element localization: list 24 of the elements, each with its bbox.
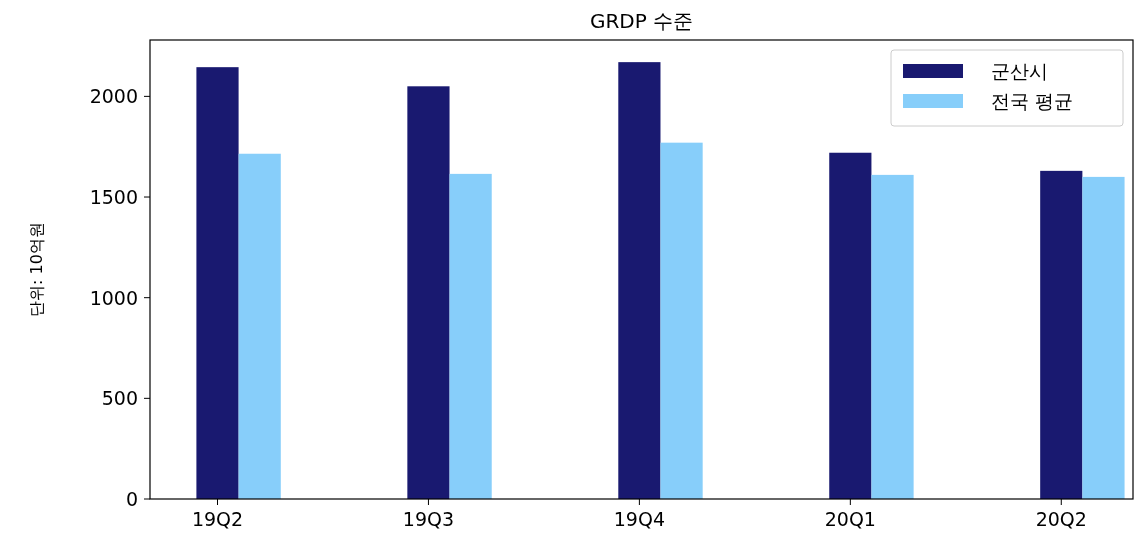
bar xyxy=(871,174,914,499)
chart-title: GRDP 수준 xyxy=(589,9,694,33)
x-tick-label: 19Q4 xyxy=(613,508,666,530)
bar xyxy=(618,62,661,499)
y-tick-label: 1000 xyxy=(89,286,138,309)
bar xyxy=(660,142,703,499)
y-tick-label: 1500 xyxy=(89,186,138,209)
y-axis-title: 단위: 10억원 xyxy=(27,222,46,317)
y-tick-label: 500 xyxy=(101,387,138,410)
bar xyxy=(407,86,450,499)
bar xyxy=(1040,170,1083,499)
bar xyxy=(449,173,492,499)
legend-label: 군산시 xyxy=(991,60,1048,82)
bar xyxy=(1082,176,1125,499)
x-tick-label: 20Q2 xyxy=(1035,508,1087,530)
legend-label: 전국 평균 xyxy=(991,90,1074,112)
bar xyxy=(196,67,239,499)
y-tick-label: 2000 xyxy=(89,85,138,108)
x-tick-label: 20Q1 xyxy=(824,508,876,530)
bar xyxy=(238,153,281,499)
bar xyxy=(829,152,872,499)
x-tick-label: 19Q3 xyxy=(402,508,455,530)
y-tick-label: 0 xyxy=(125,488,138,510)
x-tick-label: 19Q2 xyxy=(191,508,244,530)
